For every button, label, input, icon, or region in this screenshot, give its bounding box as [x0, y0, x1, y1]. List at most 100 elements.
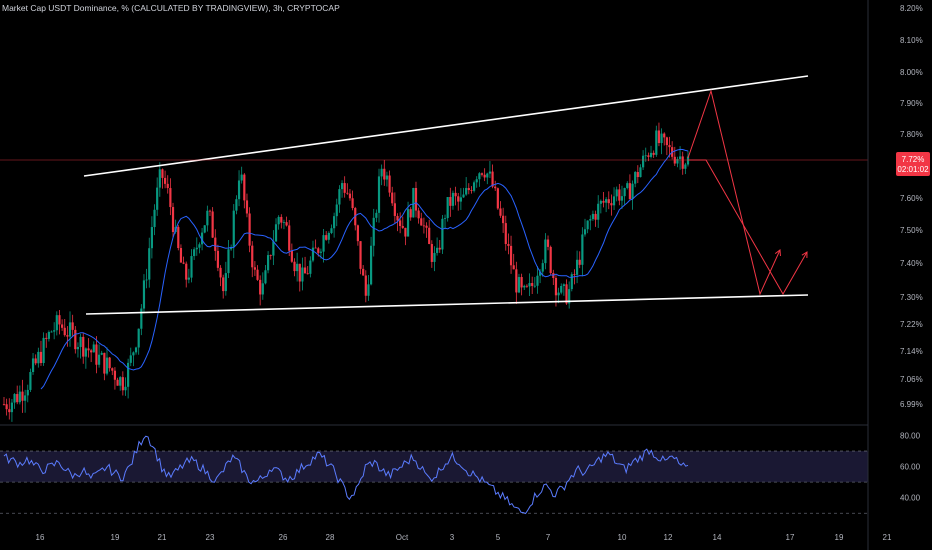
candle: [457, 192, 460, 211]
candle: [605, 197, 608, 213]
candle: [311, 240, 315, 263]
candle: [53, 322, 56, 340]
candle: [441, 215, 444, 254]
candle: [187, 268, 190, 284]
countdown-label: 02:01:02: [897, 165, 929, 174]
candle: [583, 218, 587, 237]
candle: [478, 172, 481, 187]
candle: [467, 183, 470, 195]
candle: [533, 277, 536, 288]
upper-channel-line[interactable]: [83, 75, 809, 177]
candle: [163, 170, 167, 189]
chart-title: Market Cap USDT Dominance, % (CALCULATED…: [2, 3, 340, 13]
candle: [237, 170, 241, 207]
candle: [216, 244, 220, 272]
candle: [211, 207, 214, 238]
candle: [504, 215, 507, 251]
candle: [541, 259, 544, 277]
candle: [536, 265, 539, 294]
price-tick-label: 8.00%: [900, 68, 923, 77]
candle: [108, 356, 111, 372]
candle: [414, 181, 418, 218]
candle: [594, 210, 597, 227]
candle: [34, 354, 37, 366]
candle: [26, 384, 29, 403]
candle: [678, 146, 682, 170]
time-label: 3: [450, 533, 455, 542]
time-axis: 16 19 21 23 26 28 Oct 3 5 7 10 12 14 17 19 21: [36, 533, 892, 542]
candle: [520, 273, 523, 296]
candle: [401, 216, 404, 229]
rsi-pane: [0, 435, 868, 515]
candle: [251, 241, 254, 278]
candle: [531, 276, 534, 294]
rsi-tick-label: 80.00: [900, 432, 921, 441]
candle: [673, 146, 676, 166]
candle: [171, 202, 175, 238]
candle: [327, 231, 330, 244]
candle: [436, 237, 439, 256]
candle: [55, 311, 58, 336]
candle: [454, 186, 457, 206]
lower-channel-line[interactable]: [85, 294, 809, 315]
time-label: 28: [326, 533, 335, 542]
candle: [367, 274, 370, 301]
candle: [333, 212, 336, 238]
candle: [597, 195, 600, 228]
candle: [272, 230, 275, 266]
candle: [82, 332, 85, 364]
candle: [190, 249, 193, 283]
candle: [483, 168, 486, 182]
candle: [127, 358, 130, 399]
candle: [8, 398, 11, 420]
candle: [182, 256, 185, 265]
candle: [615, 186, 618, 202]
candle: [528, 273, 531, 296]
candle: [68, 311, 72, 347]
time-label: 14: [713, 533, 722, 542]
rsi-tick-label: 40.00: [900, 494, 921, 503]
candle: [602, 192, 605, 208]
candle: [470, 186, 473, 194]
candle: [676, 156, 679, 168]
candle: [58, 309, 61, 335]
candle: [560, 283, 563, 295]
candle: [84, 347, 87, 369]
candle: [626, 181, 629, 190]
price-tick-label: 7.14%: [900, 347, 923, 356]
candle: [486, 172, 489, 185]
price-tick-label: 7.50%: [900, 226, 923, 235]
candle: [269, 254, 272, 260]
candle: [224, 261, 227, 296]
candle: [134, 346, 138, 355]
candle: [338, 185, 341, 213]
price-tick-label: 7.40%: [900, 259, 923, 268]
candle: [206, 205, 209, 232]
candle: [499, 201, 502, 218]
candle: [446, 196, 449, 222]
candle: [639, 164, 642, 178]
candle: [179, 244, 183, 263]
candle: [39, 340, 43, 366]
price-tick-label: 8.20%: [900, 4, 923, 13]
rsi-axis: 80.00 60.00 40.00: [900, 432, 921, 503]
candle: [259, 275, 262, 306]
candle: [92, 341, 95, 353]
candle: [31, 352, 35, 375]
candle: [293, 258, 296, 277]
candle: [610, 194, 613, 216]
candle: [296, 252, 299, 282]
candle: [385, 171, 389, 187]
candle: [404, 227, 407, 246]
candle: [375, 209, 378, 223]
candle: [684, 162, 687, 175]
candle: [195, 237, 198, 256]
candle: [21, 379, 24, 413]
candle: [10, 399, 14, 422]
candle: [417, 207, 420, 224]
candle: [264, 265, 267, 285]
moving-average-line: [40, 148, 689, 390]
candle: [103, 352, 106, 381]
candle: [388, 170, 391, 197]
